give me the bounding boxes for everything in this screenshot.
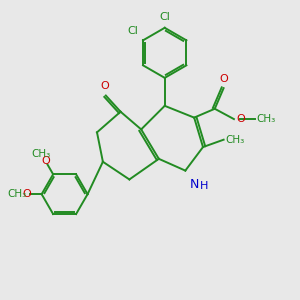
- Text: Cl: Cl: [159, 12, 170, 22]
- Text: N: N: [190, 178, 199, 191]
- Text: O: O: [219, 74, 228, 84]
- Text: CH₃: CH₃: [225, 135, 244, 145]
- Text: H: H: [200, 181, 208, 191]
- Text: O: O: [41, 156, 50, 166]
- Text: O: O: [22, 189, 31, 199]
- Text: CH₃: CH₃: [8, 189, 27, 199]
- Text: CH₃: CH₃: [31, 149, 50, 159]
- Text: O: O: [100, 81, 109, 91]
- Text: Cl: Cl: [128, 26, 139, 36]
- Text: CH₃: CH₃: [256, 114, 275, 124]
- Text: O: O: [236, 114, 245, 124]
